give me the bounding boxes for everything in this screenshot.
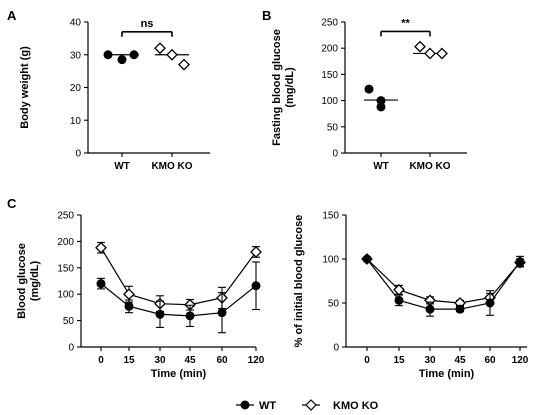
x-tick-label: 30 <box>424 355 436 366</box>
x-tick-label: 15 <box>123 355 135 366</box>
y-tick-label: 50 <box>63 316 75 327</box>
wt-series-line <box>100 283 257 317</box>
y-axis-label-line: Body weight (g) <box>19 46 31 129</box>
kmo-ko-data-point <box>414 40 426 53</box>
wt-data-point <box>376 102 386 112</box>
x-tick-label: KMO KO <box>151 161 192 172</box>
y-tick-label: 30 <box>70 50 82 61</box>
wt-data-point <box>364 84 374 94</box>
kmo-ko-data-point <box>166 48 178 61</box>
y-axis-label-line: Fasting blood glucose <box>271 29 283 146</box>
kmo-ko-data-point <box>178 58 190 71</box>
legend-item-wt: WT <box>236 400 276 412</box>
x-tick-label: 45 <box>454 355 466 366</box>
y-axis-label: % of initial blood glucose <box>293 215 305 348</box>
wt-data-point <box>362 254 372 264</box>
kmo-ko-data-point <box>95 241 107 254</box>
y-axis-label-line: (mg/dL) <box>284 67 296 108</box>
legend-wt-label: WT <box>259 400 276 412</box>
x-axis-label: Time (min) <box>419 368 475 380</box>
kmo-ko-series-line <box>366 258 521 304</box>
y-axis-label-line: % of initial blood glucose <box>293 215 305 348</box>
y-tick-label: 0 <box>333 343 339 354</box>
x-tick-label: 0 <box>98 355 104 366</box>
y-tick-label: 200 <box>57 237 74 248</box>
wt-data-point <box>425 304 435 314</box>
y-axis-label-line: Blood glucose <box>16 243 28 319</box>
x-tick-label: 60 <box>216 355 228 366</box>
y-tick-label: 0 <box>75 149 81 160</box>
x-tick-label: 30 <box>154 355 166 366</box>
kmo-ko-data-point <box>123 288 135 301</box>
wt-data-point <box>455 304 465 314</box>
x-tick-label: WT <box>114 161 130 172</box>
wt-data-point <box>515 257 525 267</box>
x-tick-label: WT <box>373 161 389 172</box>
wt-data-point <box>485 298 495 308</box>
wt-data-point <box>155 309 165 319</box>
y-tick-label: 100 <box>57 290 74 301</box>
kmo-ko-series-line <box>100 247 257 306</box>
percent-initial-glucose-chart: 0 50 100 150 0 15 30 45 60 120 % of initial blood … <box>293 211 529 381</box>
kmo-ko-data-point <box>250 246 262 258</box>
legend: WT KMO KO <box>236 399 379 412</box>
y-axis-label-line: (mg/dL) <box>29 261 41 302</box>
wt-series-line <box>366 258 521 310</box>
y-axis-label: Body weight (g) <box>19 46 31 129</box>
panel-letter-b: B <box>262 8 271 23</box>
y-tick-label: 250 <box>321 18 338 29</box>
y-tick-label: 40 <box>70 18 82 29</box>
blood-glucose-time-chart: 0 50 100 150 200 250 0 15 30 45 60 120 Blood glucose… <box>16 211 265 381</box>
y-tick-label: 100 <box>322 255 339 266</box>
wt-data-point <box>251 281 261 291</box>
kmo-ko-data-point <box>424 47 436 60</box>
y-tick-label: 50 <box>328 299 340 310</box>
significance-label: ** <box>401 17 410 29</box>
x-tick-label: 45 <box>184 355 196 366</box>
y-axis-label: Blood glucose(mg/dL) <box>16 243 41 319</box>
wt-data-point <box>129 50 139 60</box>
x-tick-label: 15 <box>393 355 405 366</box>
wt-data-point <box>96 279 106 289</box>
y-tick-label: 150 <box>322 211 339 222</box>
legend-ko-marker <box>305 399 317 411</box>
y-tick-label: 20 <box>70 83 82 94</box>
body-weight-chart: 0 10 20 30 40 WT KMO KO Body weight (g) ns <box>19 18 210 172</box>
y-tick-label: 200 <box>321 44 338 55</box>
x-tick-label: 120 <box>512 355 529 366</box>
wt-data-point <box>117 55 127 65</box>
x-tick-label: 120 <box>248 355 265 366</box>
panel-letter-a: A <box>7 8 17 23</box>
x-tick-label: KMO KO <box>409 161 450 172</box>
legend-item-kmo-ko: KMO KO <box>302 399 379 412</box>
panel-letter-c: C <box>7 196 17 211</box>
y-tick-label: 10 <box>70 116 82 127</box>
legend-ko-label: KMO KO <box>333 400 379 412</box>
y-tick-label: 50 <box>327 122 339 133</box>
y-tick-label: 0 <box>332 149 338 160</box>
wt-data-point <box>185 311 195 321</box>
y-tick-label: 100 <box>321 96 338 107</box>
y-tick-label: 150 <box>57 263 74 274</box>
x-tick-label: 60 <box>484 355 496 366</box>
y-tick-label: 150 <box>321 70 338 81</box>
y-tick-label: 0 <box>68 343 74 354</box>
wt-data-point <box>217 308 227 318</box>
kmo-ko-data-point <box>436 47 448 60</box>
y-tick-label: 250 <box>57 211 74 222</box>
legend-wt-marker <box>240 400 250 410</box>
x-axis-label: Time (min) <box>151 368 207 380</box>
significance-label: ns <box>141 18 154 30</box>
wt-data-point <box>124 301 134 311</box>
fasting-glucose-chart: 0 50 100 150 200 250 WT KMO KO Fasting blood glu… <box>271 17 467 172</box>
wt-data-point <box>394 295 404 305</box>
kmo-ko-data-point <box>154 42 166 55</box>
wt-data-point <box>103 50 113 60</box>
y-axis-label: Fasting blood glucose(mg/dL) <box>271 29 296 146</box>
x-tick-label: 0 <box>364 355 370 366</box>
